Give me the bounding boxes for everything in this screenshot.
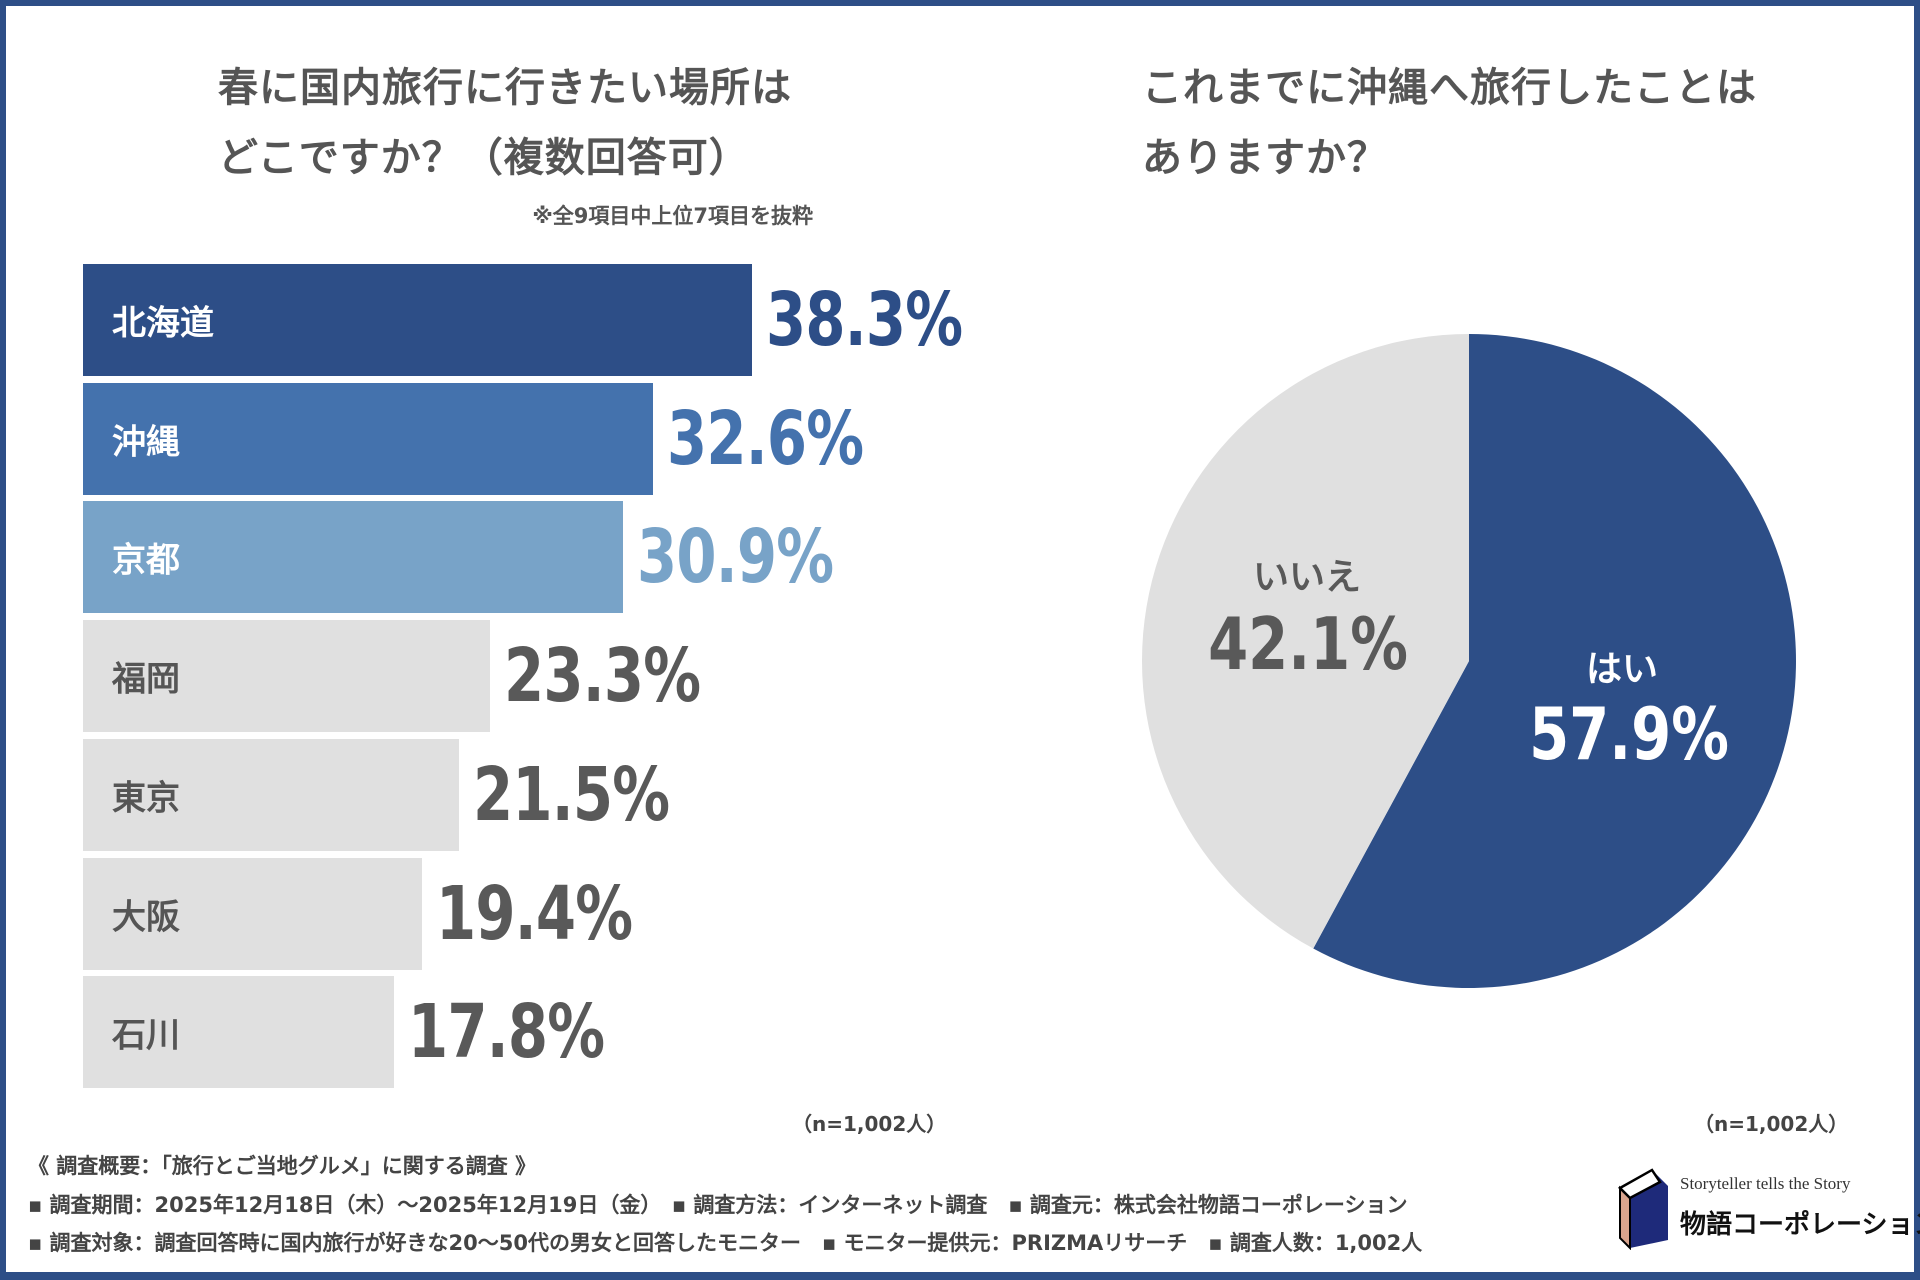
book-icon	[1617, 1168, 1668, 1250]
bar-category-label: 京都	[112, 540, 180, 581]
bar-6: 大阪	[83, 857, 422, 970]
left-chart-title: 春に国内旅行に行きたい場所は どこですか？（複数回答可）	[218, 53, 792, 193]
bar-category-label: 大阪	[112, 897, 180, 937]
pie-value-yes: 57.9%	[1529, 692, 1729, 776]
left-sample-size: （n=1,002人）	[792, 1112, 947, 1136]
right-title-line2: ありますか？	[1142, 135, 1388, 181]
bar-category-label: 北海道	[112, 303, 214, 344]
bar-value-label: 38.3%	[766, 277, 963, 363]
bar-category-label: 東京	[112, 778, 180, 819]
bar-value-label: 19.4%	[435, 870, 633, 957]
bar-4: 福岡	[83, 620, 491, 733]
logo-name: 物語コーポレーション	[1680, 1210, 1920, 1240]
bar-category-label: 石川	[112, 1015, 180, 1056]
bar-7: 石川	[83, 976, 394, 1089]
pie-label-yes: はい	[1585, 649, 1659, 690]
footer-line2: ▪ 調査対象：調査回答時に国内旅行が好きな20～50代の男女と回答したモニター …	[28, 1231, 1423, 1255]
bar-1: 北海道	[83, 264, 753, 376]
right-title-line1: これまでに沖縄へ旅行したことは	[1142, 65, 1757, 111]
bar-value-label: 30.9%	[636, 514, 834, 601]
right-sample-size: （n=1,002人）	[1694, 1112, 1849, 1136]
right-chart-title: これまでに沖縄へ旅行したことは ありますか？	[1142, 53, 1757, 193]
bar-3: 京都	[83, 501, 623, 614]
pie-value-no: 42.1%	[1208, 602, 1408, 686]
logo: Storyteller tells the Story 物語コーポレーション	[1612, 1168, 1920, 1250]
left-chart-note: ※全9項目中上位7項目を抜粋	[532, 204, 813, 228]
bar-2: 沖縄	[83, 382, 653, 495]
bar-value-label: 32.6%	[666, 395, 864, 482]
bar-value-label: 21.5%	[472, 751, 670, 838]
footer-heading: 《 調査概要：「旅行とご当地グルメ」に関する調査 》	[28, 1154, 537, 1178]
bar-5: 東京	[83, 738, 459, 851]
bar-value-label: 17.8%	[407, 989, 605, 1076]
left-title-line2: どこですか？（複数回答可）	[218, 135, 750, 181]
bar-category-label: 福岡	[112, 659, 180, 700]
bar-category-label: 沖縄	[112, 422, 180, 463]
bar-value-label: 23.3%	[504, 633, 701, 720]
left-title-line1: 春に国内旅行に行きたい場所は	[218, 65, 792, 111]
pie-slice-yes	[1313, 334, 1796, 988]
pie-label-no: いいえ	[1252, 557, 1362, 598]
footer-line1: ▪ 調査期間：2025年12月18日（木）～2025年12月19日（金） ▪ 調…	[28, 1193, 1408, 1217]
pie-slice-no	[1141, 334, 1469, 949]
logo-tagline: Storyteller tells the Story	[1680, 1174, 1851, 1193]
